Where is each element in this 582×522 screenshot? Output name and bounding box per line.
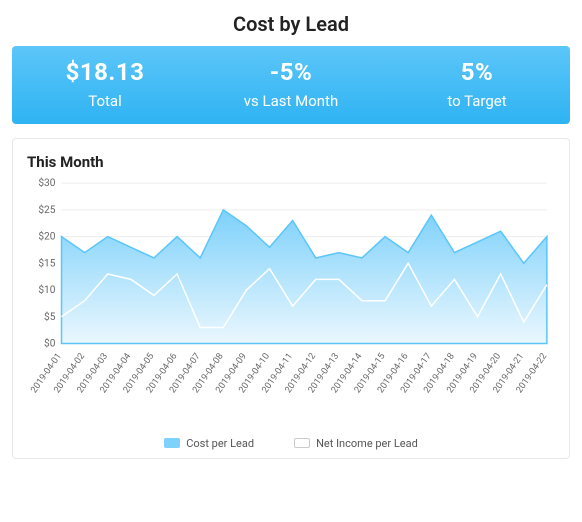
area-chart: $0$5$10$15$20$25$302019-04-012019-04-022… — [27, 177, 555, 431]
svg-text:$30: $30 — [38, 177, 55, 189]
cost-by-lead-card: Cost by Lead $18.13 Total -5% vs Last Mo… — [0, 0, 582, 459]
legend-label: Net Income per Lead — [316, 437, 418, 450]
legend-item-cost: Cost per Lead — [164, 437, 254, 450]
kpi-banner: $18.13 Total -5% vs Last Month 5% to Tar… — [12, 46, 570, 124]
svg-text:$5: $5 — [44, 310, 56, 323]
kpi-label: vs Last Month — [198, 92, 384, 110]
legend-label: Cost per Lead — [186, 437, 254, 450]
chart-panel: This Month $0$5$10$15$20$25$302019-04-01… — [12, 138, 570, 459]
kpi-label: Total — [12, 92, 198, 110]
kpi-to-target: 5% to Target — [384, 58, 570, 110]
kpi-vs-last-month: -5% vs Last Month — [198, 58, 384, 110]
legend: Cost per Lead Net Income per Lead — [27, 437, 555, 450]
kpi-label: to Target — [384, 92, 570, 110]
legend-swatch — [164, 438, 180, 448]
kpi-value: $18.13 — [12, 58, 198, 86]
svg-text:$10: $10 — [38, 283, 55, 296]
kpi-value: -5% — [198, 58, 384, 86]
svg-text:$25: $25 — [38, 203, 55, 216]
svg-text:$15: $15 — [38, 256, 55, 269]
kpi-total: $18.13 Total — [12, 58, 198, 110]
legend-item-income: Net Income per Lead — [294, 437, 418, 450]
card-title: Cost by Lead — [0, 12, 582, 36]
chart-title: This Month — [27, 153, 555, 171]
svg-text:$0: $0 — [44, 337, 56, 350]
legend-swatch — [294, 438, 310, 448]
kpi-value: 5% — [384, 58, 570, 86]
svg-text:$20: $20 — [38, 230, 55, 243]
